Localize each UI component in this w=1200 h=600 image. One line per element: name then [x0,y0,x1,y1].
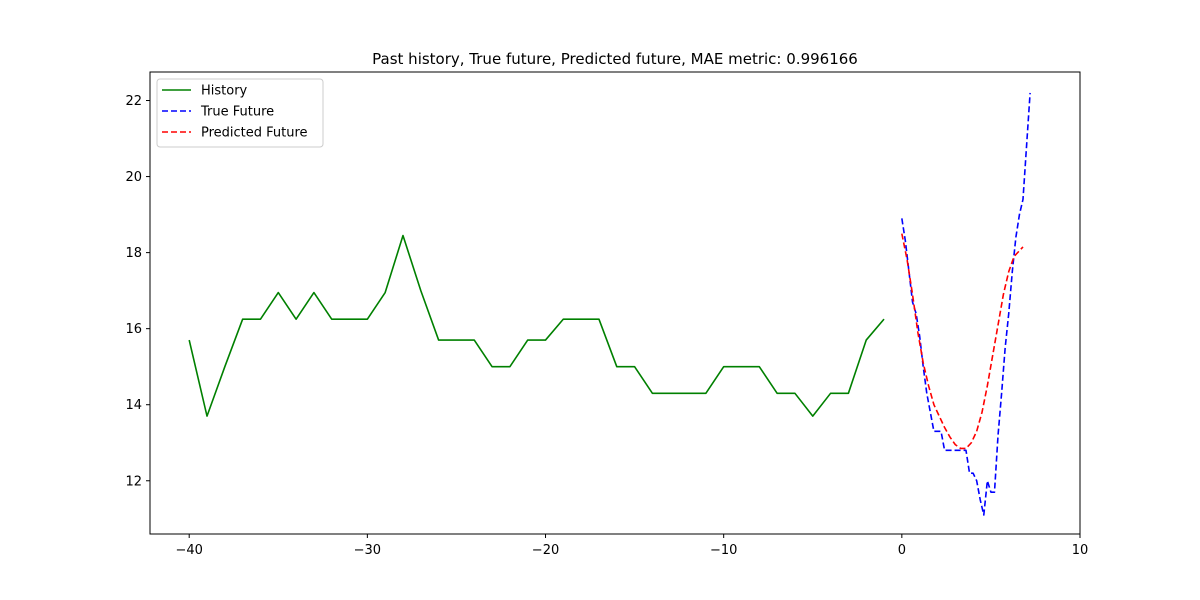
series-layer [188,92,1031,516]
y-tick-label: 18 [125,246,142,261]
x-axis: −40 −30 −20 −10 0 10 [175,534,1088,558]
y-tick-label: 12 [125,474,142,489]
y-tick-label: 20 [125,170,142,185]
legend-label-predicted-future: Predicted Future [201,126,308,141]
history-line [188,234,885,417]
y-axis: 12 14 16 18 20 22 [125,94,150,489]
x-tick-label: −30 [354,543,381,558]
legend-label-true-future: True Future [200,105,274,120]
legend-box [156,78,324,148]
chart-title: Past history, True future, Predicted fut… [372,50,858,68]
y-tick-label: 16 [125,322,142,337]
x-tick-label: 10 [1072,543,1089,558]
x-tick-label: 0 [898,543,906,558]
legend: History True Future Predicted Future [156,78,324,148]
plot-background [150,72,1080,534]
legend-label-history: History [201,84,248,99]
plot-frame [149,71,1081,535]
x-tick-label: −40 [175,543,202,558]
x-tick-label: −20 [532,543,559,558]
y-tick-label: 14 [125,398,142,413]
x-tick-label: −10 [710,543,737,558]
true-future-line [901,92,1031,516]
y-tick-label: 22 [125,94,142,109]
predicted-future-line [901,233,1024,450]
